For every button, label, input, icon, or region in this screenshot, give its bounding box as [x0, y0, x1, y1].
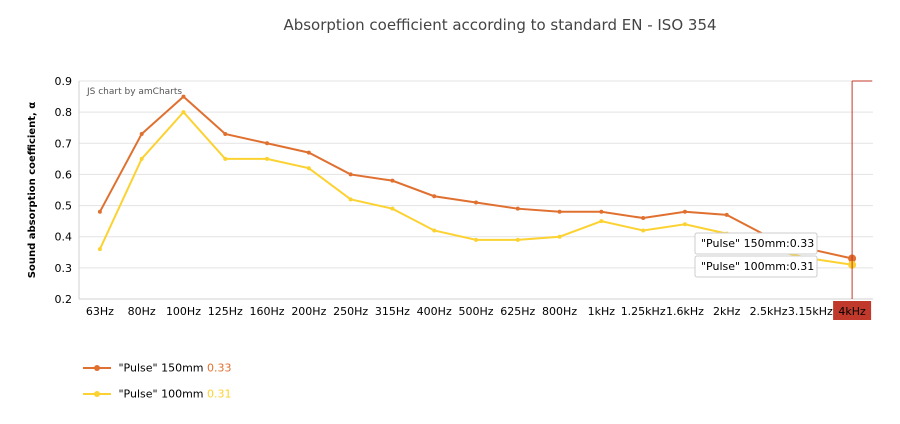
series-point[interactable] [265, 141, 270, 146]
series-point[interactable] [599, 209, 604, 214]
series-point[interactable] [181, 94, 186, 99]
y-axis-label: Sound absorption coefficient, α [27, 102, 38, 278]
series-point[interactable] [474, 200, 478, 205]
x-tick-highlight [833, 301, 872, 320]
y-tick-label: 0.7 [55, 137, 73, 150]
chart-title: Absorption coefficient according to stan… [283, 16, 716, 34]
legend-item-100mm[interactable]: "Pulse" 100mm 0.31 [83, 387, 303, 403]
series-point[interactable] [557, 209, 562, 214]
chart-credit: JS chart by amCharts [86, 87, 182, 97]
series-point[interactable] [390, 178, 395, 183]
series-point[interactable] [265, 156, 270, 161]
y-tick-label: 0.3 [55, 262, 73, 275]
series-point[interactable] [139, 156, 144, 161]
series-point[interactable] [97, 247, 102, 252]
x-tick-label: 1.25kHz [621, 305, 666, 318]
tooltip-box [694, 255, 818, 278]
tooltip-1: "Pulse" 100mm:0.31 [694, 255, 818, 278]
x-tick-label: 2.5kHz [750, 305, 788, 318]
y-tick-label: 0.9 [55, 75, 73, 88]
x-axis-ticks: 63Hz 80Hz 100Hz 125Hz 160Hz 200Hz 250Hz 315Hz 40… [86, 301, 872, 320]
x-tick-label: 160Hz [250, 305, 285, 318]
x-tick-label: 200Hz [291, 305, 326, 318]
legend-marker-100mm [83, 391, 111, 397]
legend-value-150mm: 0.33 [207, 361, 232, 375]
series-point[interactable] [139, 131, 144, 136]
x-tick-label: 2kHz [713, 305, 741, 318]
x-tick-label: 4kHz [838, 305, 866, 318]
series-point[interactable] [223, 131, 228, 136]
x-tick-label: 63Hz [86, 305, 114, 318]
series-point[interactable] [641, 228, 646, 233]
series-point[interactable] [348, 197, 353, 202]
series-point[interactable] [557, 234, 562, 239]
x-tick-label: 1kHz [588, 305, 616, 318]
series-point[interactable] [306, 150, 311, 155]
series-point[interactable] [599, 219, 604, 224]
y-tick-label: 0.4 [55, 231, 73, 244]
tooltip-text: "Pulse" 100mm:0.31 [701, 260, 814, 273]
series-point[interactable] [223, 156, 228, 161]
series-point[interactable] [682, 209, 687, 214]
y-tick-label: 0.6 [55, 168, 73, 181]
legend-label-150mm: "Pulse" 150mm [118, 361, 204, 375]
x-tick-label: 500Hz [458, 305, 493, 318]
y-tick-label: 0.2 [55, 293, 73, 306]
y-axis-ticks: 0.2 0.3 0.4 0.5 0.6 0.7 0.8 0.9 [55, 75, 73, 306]
series-point[interactable] [432, 194, 437, 199]
series-point[interactable] [515, 206, 520, 211]
grid [78, 80, 873, 300]
series-point[interactable] [682, 222, 687, 227]
series-point[interactable] [390, 206, 395, 211]
cursor [851, 80, 873, 299]
tooltips: "Pulse" 150mm:0.33 "Pulse" 100mm:0.31 [694, 232, 818, 278]
x-tick-label: 400Hz [417, 305, 452, 318]
y-tick-label: 0.5 [55, 200, 73, 213]
x-tick-label: 800Hz [542, 305, 577, 318]
series-point[interactable] [97, 209, 102, 214]
tooltip-text: "Pulse" 150mm:0.33 [701, 237, 814, 250]
series-point[interactable] [724, 212, 729, 217]
x-tick-label: 100Hz [166, 305, 201, 318]
series-point[interactable] [474, 237, 478, 242]
x-tick-label: 125Hz [208, 305, 243, 318]
series-point[interactable] [432, 228, 437, 233]
x-tick-label: 1.6kHz [666, 305, 704, 318]
series-point[interactable] [515, 237, 520, 242]
x-tick-label: 250Hz [333, 305, 368, 318]
x-tick-label: 315Hz [375, 305, 410, 318]
legend-label-100mm: "Pulse" 100mm [118, 387, 204, 401]
series-point[interactable] [641, 216, 646, 221]
tooltip-0: "Pulse" 150mm:0.33 [694, 232, 818, 255]
tooltip-box [694, 232, 818, 255]
y-tick-label: 0.8 [55, 106, 73, 119]
x-tick-label: 625Hz [500, 305, 535, 318]
x-tick-label: 80Hz [128, 305, 156, 318]
series-point[interactable] [306, 166, 311, 171]
series-point[interactable] [181, 110, 186, 115]
legend-item-150mm[interactable]: "Pulse" 150mm 0.33 [83, 361, 303, 377]
x-tick-label: 3.15kHz [788, 305, 833, 318]
legend-marker-150mm [83, 365, 111, 371]
series-point[interactable] [348, 172, 353, 177]
legend-value-100mm: 0.31 [207, 387, 232, 401]
